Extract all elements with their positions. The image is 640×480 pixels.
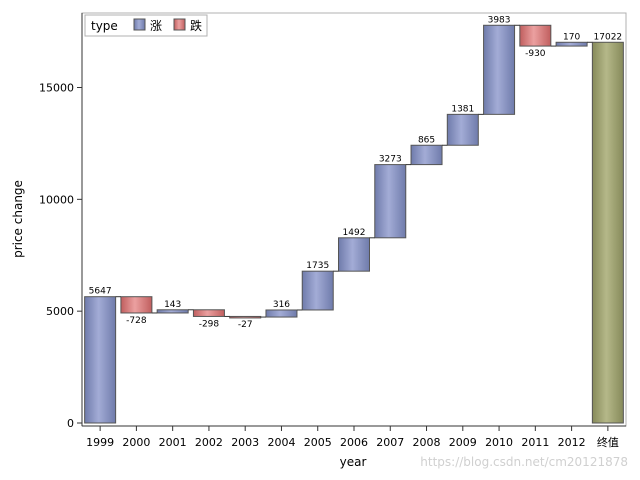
x-tick-label-1: 2000 bbox=[122, 436, 150, 449]
y-tick-label-3: 15000 bbox=[39, 82, 74, 95]
plot-frame bbox=[81, 12, 627, 427]
bar-label-2003: -27 bbox=[238, 320, 253, 330]
bar-label-2005: 1735 bbox=[306, 261, 329, 271]
bar-label-2007: 3273 bbox=[379, 155, 402, 165]
y-axis-title: price change bbox=[11, 180, 25, 258]
x-tick-label-3: 2002 bbox=[195, 436, 223, 449]
x-tick-label-6: 2005 bbox=[304, 436, 332, 449]
y-axis: 0 5000 10000 15000 bbox=[39, 13, 83, 430]
y-tick-label-1: 5000 bbox=[46, 305, 74, 318]
watermark-text: https://blog.csdn.net/cm20121878 bbox=[420, 455, 628, 469]
legend-swatch-up bbox=[133, 18, 146, 31]
x-tick-label-10: 2009 bbox=[449, 436, 477, 449]
legend-swatch-down bbox=[173, 18, 186, 31]
bar-2001 bbox=[156, 309, 189, 314]
x-axis-title: year bbox=[340, 455, 367, 469]
x-tick-label-0: 1999 bbox=[86, 436, 114, 449]
bar-2005 bbox=[301, 270, 334, 311]
bar-label-2000: -728 bbox=[126, 316, 147, 326]
bar-2000 bbox=[120, 296, 153, 314]
bar-2011 bbox=[519, 24, 552, 47]
bar-label-2008: 865 bbox=[418, 135, 435, 145]
x-tick-label-13: 2012 bbox=[558, 436, 586, 449]
bar-1999 bbox=[84, 296, 117, 424]
x-tick-label-11: 2010 bbox=[485, 436, 513, 449]
x-tick-label-8: 2007 bbox=[376, 436, 404, 449]
bar-label-1999: 5647 bbox=[89, 287, 112, 297]
y-tick-label-0: 0 bbox=[67, 417, 74, 430]
x-tick-label-5: 2004 bbox=[267, 436, 295, 449]
bar-2008 bbox=[410, 144, 443, 166]
x-axis: 1999 2000 2001 2002 2003 2004 2005 2006 2007 2008… bbox=[82, 425, 626, 449]
bar-label-2001: 143 bbox=[164, 300, 181, 310]
y-tick-label-2: 10000 bbox=[39, 193, 74, 206]
bar-2004 bbox=[265, 309, 298, 318]
legend-label-up: 涨 bbox=[150, 18, 162, 33]
x-tick-label-2: 2001 bbox=[159, 436, 187, 449]
bars-group bbox=[84, 24, 624, 424]
bar-label-2012: 170 bbox=[563, 32, 580, 42]
bar-label-2010: 3983 bbox=[488, 15, 511, 25]
x-tick-label-4: 2003 bbox=[231, 436, 259, 449]
x-tick-label-7: 2006 bbox=[340, 436, 368, 449]
bar-2012 bbox=[555, 41, 588, 47]
bar-label-2006: 1492 bbox=[343, 228, 366, 238]
x-tick-label-9: 2008 bbox=[413, 436, 441, 449]
bar-2006 bbox=[338, 237, 370, 272]
bar-label-2009: 1381 bbox=[451, 104, 474, 114]
bar-2010 bbox=[483, 24, 516, 115]
bar-2007 bbox=[374, 164, 407, 239]
bar-label-终值: 17022 bbox=[594, 32, 623, 42]
bar-label-2011: -930 bbox=[525, 49, 546, 59]
bar-2003 bbox=[229, 315, 262, 319]
legend-title: type bbox=[91, 19, 118, 33]
bar-终值 bbox=[591, 41, 624, 424]
legend-label-down: 跌 bbox=[190, 18, 202, 33]
legend: type 涨 跌 bbox=[84, 14, 208, 37]
bar-label-2004: 316 bbox=[273, 300, 290, 310]
bar-2002 bbox=[192, 309, 225, 317]
x-tick-label-14: 终值 bbox=[597, 435, 619, 449]
connectors-group bbox=[115, 24, 593, 318]
bar-labels-group: 5647 -728 143 -298 -27 316 1735 1492 3273 865 1381… bbox=[89, 15, 623, 330]
x-tick-label-12: 2011 bbox=[521, 436, 549, 449]
bar-2009 bbox=[446, 113, 479, 146]
bar-label-2002: -298 bbox=[199, 319, 220, 329]
